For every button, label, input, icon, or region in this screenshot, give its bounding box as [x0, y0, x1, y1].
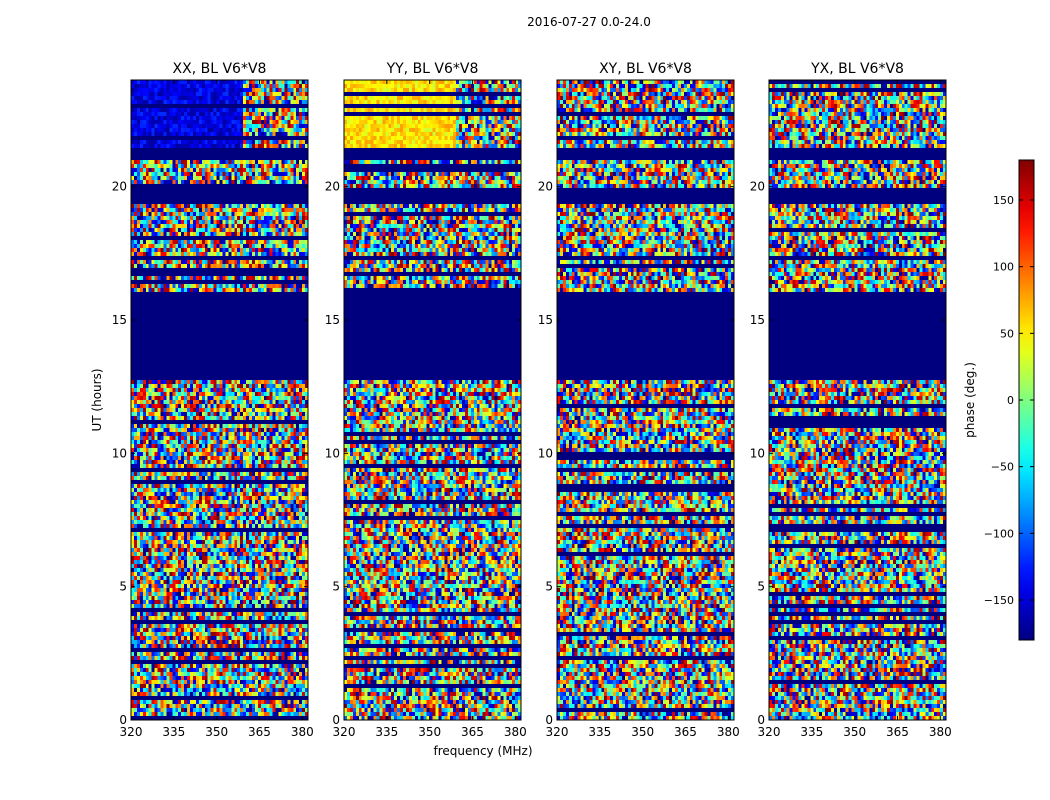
phase-heatmap	[344, 80, 521, 720]
y-tick-label: 10	[112, 446, 127, 460]
panel-title: XX, BL V6*V8	[173, 61, 267, 77]
panel-3: XY, BL V6*V8 320 335 350 365 380 0 5 10 15 20	[538, 61, 740, 739]
y-tick-label: 20	[325, 180, 340, 194]
y-tick-label: 15	[750, 313, 765, 327]
x-tick-label: 365	[461, 725, 484, 739]
x-tick-label: 350	[418, 725, 441, 739]
x-tick-label: 365	[674, 725, 697, 739]
panel-frame	[130, 79, 309, 721]
colorbar-tick-label: 0	[1007, 394, 1014, 407]
x-tick-label: 350	[205, 725, 228, 739]
x-axis-label: frequency (MHz)	[433, 744, 532, 758]
y-tick-label: 15	[325, 313, 340, 327]
phase-heatmap	[557, 80, 734, 720]
x-tick-label: 335	[375, 725, 398, 739]
y-tick-label: 10	[750, 446, 765, 460]
y-tick-label: 10	[325, 446, 340, 460]
x-tick-label: 365	[248, 725, 271, 739]
y-tick-label: 5	[332, 580, 340, 594]
figure-title: 2016-07-27 0.0-24.0	[527, 15, 651, 29]
panel-frame	[768, 79, 947, 721]
y-tick-label: 10	[538, 446, 553, 460]
x-tick-label: 380	[504, 725, 527, 739]
y-tick-label: 20	[112, 180, 127, 194]
panel-title: YX, BL V6*V8	[810, 61, 904, 77]
colorbar-tick-label: −150	[984, 594, 1014, 607]
x-tick-label: 335	[588, 725, 611, 739]
panel-frame	[343, 79, 522, 721]
colorbar-tick-label: 100	[993, 261, 1014, 274]
x-tick-label: 380	[929, 725, 952, 739]
y-tick-label: 15	[538, 313, 553, 327]
phase-heatmap	[131, 80, 308, 720]
phase-heatmap	[769, 80, 946, 720]
y-tick-label: 0	[332, 713, 340, 727]
x-tick-label: 350	[843, 725, 866, 739]
panel-2: YY, BL V6*V8 320 335 350 365 380 0 5 10 15 20	[325, 61, 527, 739]
x-tick-label: 350	[631, 725, 654, 739]
y-tick-label: 20	[750, 180, 765, 194]
x-tick-label: 320	[758, 725, 781, 739]
colorbar-tick-label: −100	[984, 527, 1014, 540]
y-tick-label: 0	[757, 713, 765, 727]
colorbar: −150 −100 −50 0 50 100 150 phase (deg.)	[963, 159, 1035, 641]
y-tick-label: 5	[757, 580, 765, 594]
x-tick-label: 320	[546, 725, 569, 739]
panel-title: XY, BL V6*V8	[599, 61, 692, 77]
y-tick-label: 0	[545, 713, 553, 727]
y-tick-label: 15	[112, 313, 127, 327]
colorbar-tick-label: 150	[993, 194, 1014, 207]
colorbar-label: phase (deg.)	[963, 362, 977, 438]
x-tick-label: 380	[717, 725, 740, 739]
x-tick-label: 380	[291, 725, 314, 739]
x-tick-label: 320	[333, 725, 356, 739]
y-tick-label: 0	[119, 713, 127, 727]
y-axis-label: UT (hours)	[90, 368, 104, 431]
x-tick-label: 335	[800, 725, 823, 739]
panel-frame	[556, 79, 735, 721]
x-tick-label: 335	[162, 725, 185, 739]
x-tick-label: 320	[120, 725, 143, 739]
y-tick-label: 20	[538, 180, 553, 194]
x-tick-label: 365	[886, 725, 909, 739]
y-tick-label: 5	[119, 580, 127, 594]
y-tick-label: 5	[545, 580, 553, 594]
panel-4: YX, BL V6*V8 320 335 350 365 380 0 5 10 15 20	[750, 61, 952, 739]
panel-title: YY, BL V6*V8	[386, 61, 479, 77]
colorbar-tick-label: −50	[991, 461, 1014, 474]
panel-1: XX, BL V6*V8 320 335 350 365 380 0 5 10 15 20	[112, 61, 314, 739]
colorbar-tick-label: 50	[1000, 327, 1014, 340]
